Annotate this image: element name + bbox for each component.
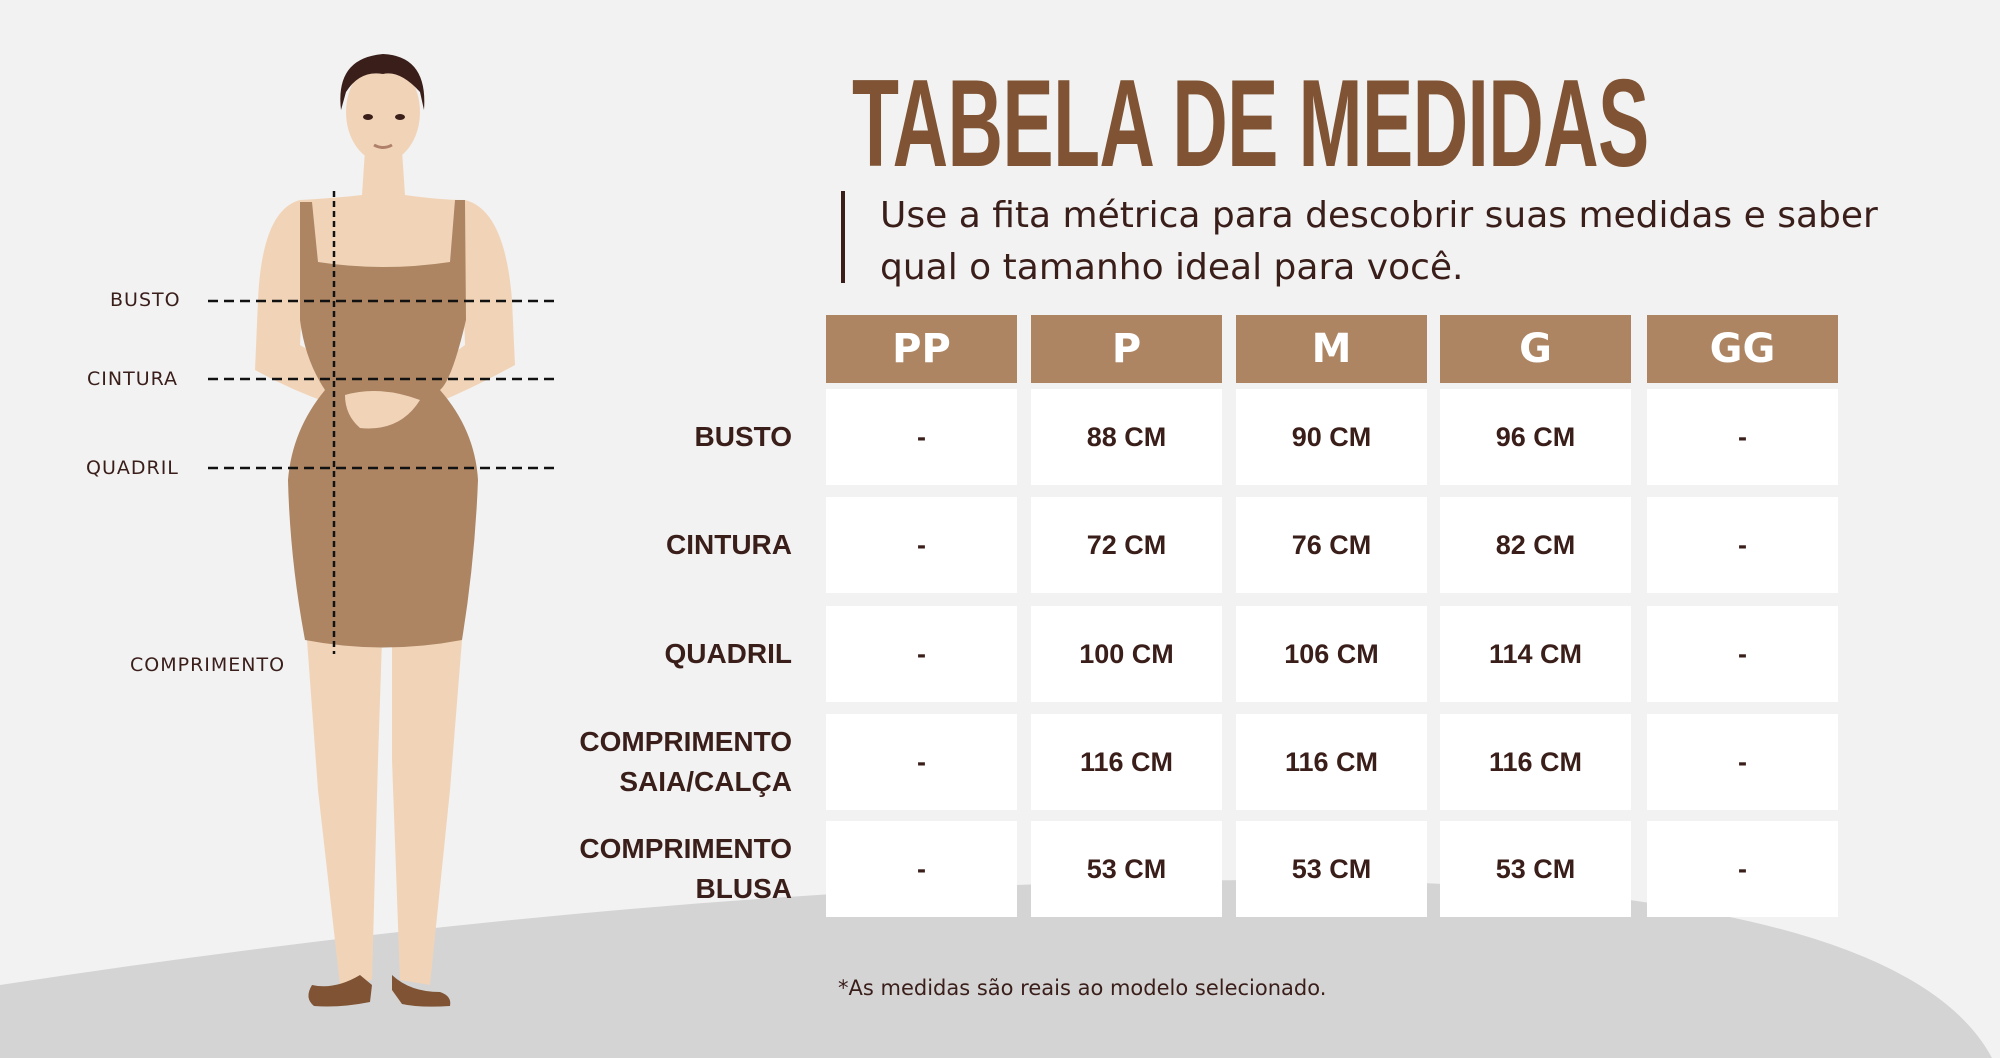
table-cell: - (826, 389, 1017, 485)
row-label-line: COMPRIMENTO (579, 726, 792, 757)
row-label: QUADRIL (372, 606, 792, 702)
row-label-line: BLUSA (695, 873, 792, 904)
table-cell: 82 CM (1440, 497, 1631, 593)
footnote: *As medidas são reais ao modelo selecion… (838, 976, 1327, 1000)
row-label: CINTURA (372, 497, 792, 593)
table-cell: 53 CM (1236, 821, 1427, 917)
figure-label-busto: BUSTO (110, 289, 181, 311)
ground-shape (0, 879, 1992, 1058)
table-cell: - (826, 821, 1017, 917)
table-cell: 100 CM (1031, 606, 1222, 702)
row-label-line: SAIA/CALÇA (619, 766, 792, 797)
table-cell: 90 CM (1236, 389, 1427, 485)
table-cell: 116 CM (1440, 714, 1631, 810)
table-cell: - (1647, 389, 1838, 485)
model-figure (255, 54, 515, 1007)
table-cell: 76 CM (1236, 497, 1427, 593)
subtitle: Use a fita métrica para descobrir suas m… (880, 195, 1878, 288)
subtitle-accent-bar (841, 191, 845, 283)
table-cell: - (1647, 497, 1838, 593)
figure-label-cintura: CINTURA (87, 368, 179, 390)
table-cell: - (1647, 606, 1838, 702)
table-cell: - (826, 497, 1017, 593)
row-label: COMPRIMENTO SAIA/CALÇA (372, 714, 792, 810)
row-label-line: QUADRIL (664, 638, 792, 669)
table-cell: - (826, 714, 1017, 810)
table-cell: 106 CM (1236, 606, 1427, 702)
size-header-g: G (1440, 315, 1631, 383)
size-header-pp: PP (826, 315, 1017, 383)
table-cell: 53 CM (1031, 821, 1222, 917)
table-cell: 116 CM (1031, 714, 1222, 810)
table-cell: 53 CM (1440, 821, 1631, 917)
table-cell: - (826, 606, 1017, 702)
figure-label-comprimento: COMPRIMENTO (130, 654, 286, 676)
size-header-m: M (1236, 315, 1427, 383)
size-header-p: P (1031, 315, 1222, 383)
row-label: BUSTO (372, 389, 793, 485)
row-label-line: BUSTO (694, 421, 793, 452)
table-cell: - (1647, 821, 1838, 917)
table-cell: 72 CM (1031, 497, 1222, 593)
table-cell: - (1647, 714, 1838, 810)
table-cell: 116 CM (1236, 714, 1427, 810)
size-header-gg: GG (1647, 315, 1838, 383)
figure-label-quadril: QUADRIL (86, 457, 179, 479)
table-cell: 96 CM (1440, 389, 1631, 485)
table-cell: 114 CM (1440, 606, 1631, 702)
measurement-lines (208, 191, 560, 654)
table-cell: 88 CM (1031, 389, 1222, 485)
row-label: COMPRIMENTO BLUSA (372, 821, 792, 917)
row-label-line: CINTURA (666, 529, 792, 560)
page-title: TABELA DE MEDIDAS (852, 55, 1649, 193)
row-label-line: COMPRIMENTO (579, 833, 792, 864)
